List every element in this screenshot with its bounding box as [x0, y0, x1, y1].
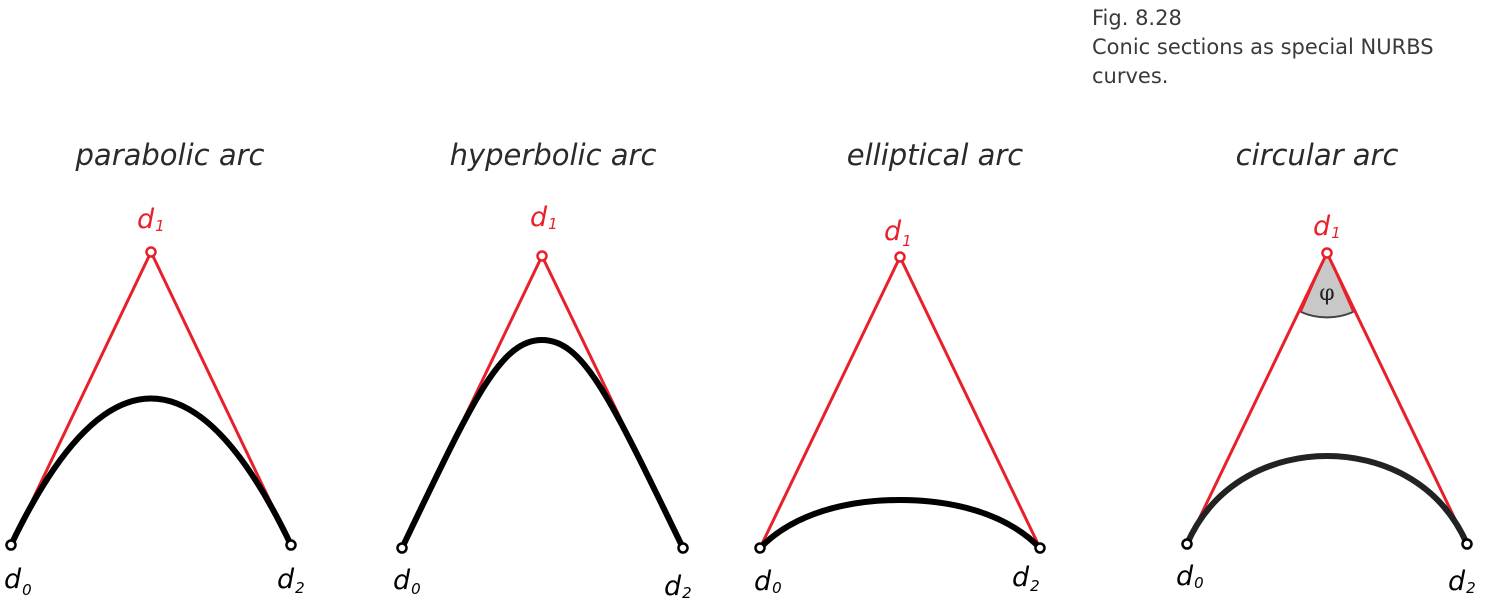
- panel-hyperbolic-arc: hyperbolic arc d1 d0 d2: [393, 138, 692, 602]
- control-polygon: [758, 253, 1042, 549]
- control-polygon: [400, 252, 685, 549]
- control-point-d0: [1181, 538, 1193, 550]
- label-d0: d0: [393, 565, 421, 598]
- circular-curve: [1184, 452, 1470, 547]
- panel-parabolic-arc: parabolic arc d1 d0 d2: [4, 138, 305, 599]
- control-point-d2: [1461, 538, 1473, 550]
- caption-text-line-1: Conic sections as special NURBS: [1092, 35, 1434, 59]
- label-d2: d2: [277, 564, 305, 597]
- control-point-d0: [5, 539, 17, 551]
- caption-figure-number: Fig. 8.28: [1092, 6, 1182, 30]
- label-d1: d1: [1313, 211, 1341, 242]
- label-d1: d1: [530, 202, 558, 233]
- label-d1: d1: [137, 204, 165, 235]
- control-point-d1: [1321, 247, 1333, 259]
- control-point-d0: [396, 542, 408, 554]
- angle-arc: [1300, 311, 1354, 319]
- label-d0: d0: [4, 564, 32, 599]
- panel-elliptical-arc: elliptical arc d1 d0 d2: [754, 138, 1046, 597]
- elliptical-curve: [757, 496, 1043, 551]
- panel-circular-arc: circular arc φ d1 d0 d2: [1176, 138, 1476, 597]
- parabolic-curve: [8, 395, 294, 548]
- panel-title: hyperbolic arc: [450, 138, 657, 172]
- figure-caption: Fig. 8.28 Conic sections as special NURB…: [1092, 4, 1434, 91]
- control-point-d1: [894, 251, 906, 263]
- label-d2: d2: [664, 571, 692, 602]
- control-point-d2: [285, 539, 297, 551]
- panel-title: elliptical arc: [847, 138, 1024, 172]
- control-point-d1: [145, 246, 157, 258]
- angle-phi-symbol: φ: [1319, 281, 1334, 306]
- control-point-d1: [536, 250, 548, 262]
- label-d2: d2: [1012, 562, 1040, 595]
- label-d2: d2: [1448, 566, 1476, 597]
- control-point-d2: [677, 542, 689, 554]
- caption-text-line-2: curves.: [1092, 64, 1169, 88]
- panel-title: circular arc: [1236, 138, 1399, 172]
- panel-title: parabolic arc: [75, 138, 265, 172]
- control-point-d0: [754, 542, 766, 554]
- label-d0: d0: [1176, 561, 1204, 592]
- control-point-d2: [1034, 542, 1046, 554]
- label-d0: d0: [754, 566, 782, 597]
- hyperbolic-curve: [399, 336, 686, 551]
- label-d1: d1: [884, 216, 912, 250]
